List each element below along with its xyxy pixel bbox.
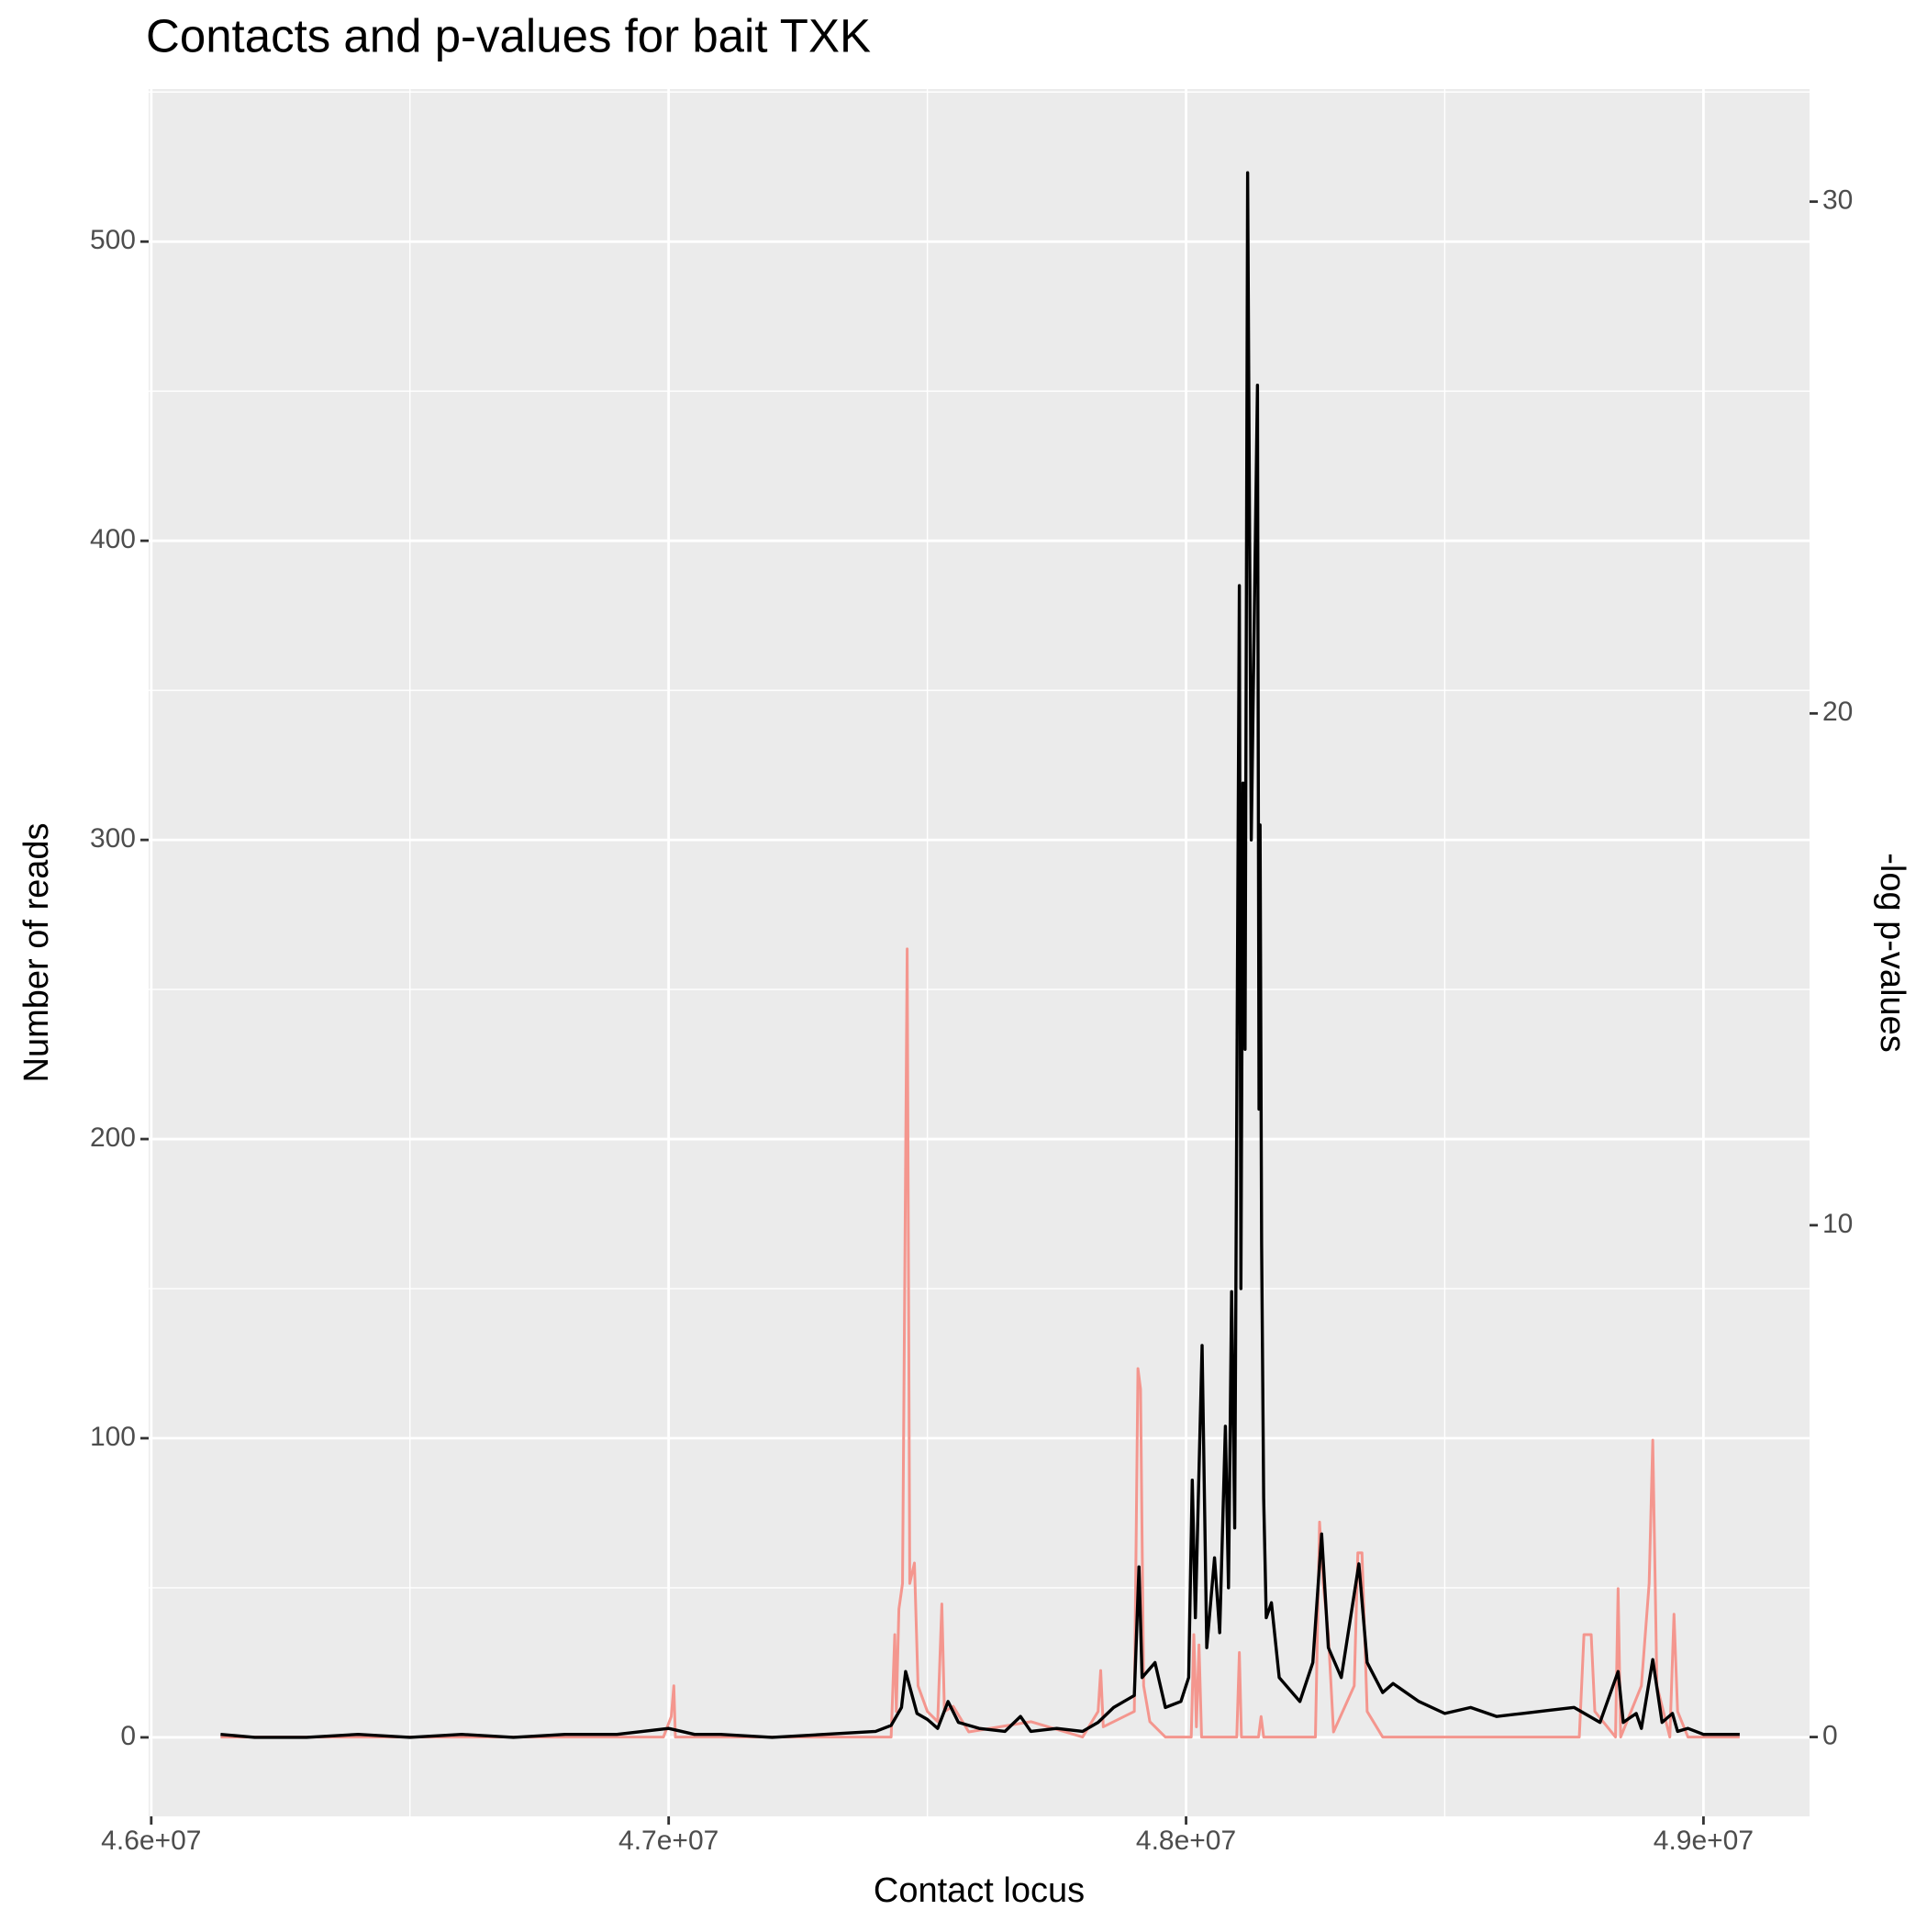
y-tick-label: 100 [90, 1422, 136, 1452]
series-line [220, 171, 1740, 1739]
y2-axis-title: -log p-values [1873, 853, 1911, 1053]
y-tick-label: 500 [90, 225, 136, 255]
y-tick-label: 300 [90, 823, 136, 854]
x-tick-label: 4.8e+07 [1136, 1826, 1236, 1856]
y-axis-title: Number of reads [17, 822, 56, 1082]
y-tick-label: 200 [90, 1122, 136, 1153]
series-line [220, 947, 1740, 1739]
x-tick-label: 4.6e+07 [101, 1826, 201, 1856]
x-tick-label: 4.9e+07 [1654, 1826, 1754, 1856]
x-tick-label: 4.7e+07 [618, 1826, 718, 1856]
y2-tick-label: 10 [1822, 1209, 1853, 1239]
y-tick-label: 0 [120, 1721, 136, 1751]
panel [149, 89, 1810, 1816]
y2-tick-label: 0 [1822, 1720, 1838, 1750]
y-tick-label: 400 [90, 524, 136, 554]
y2-tick-label: 30 [1822, 185, 1853, 216]
x-axis-title: Contact locus [874, 1871, 1085, 1910]
chart-title: Contacts and p-values for bait TXK [146, 9, 871, 61]
y2-tick-label: 20 [1822, 697, 1853, 727]
